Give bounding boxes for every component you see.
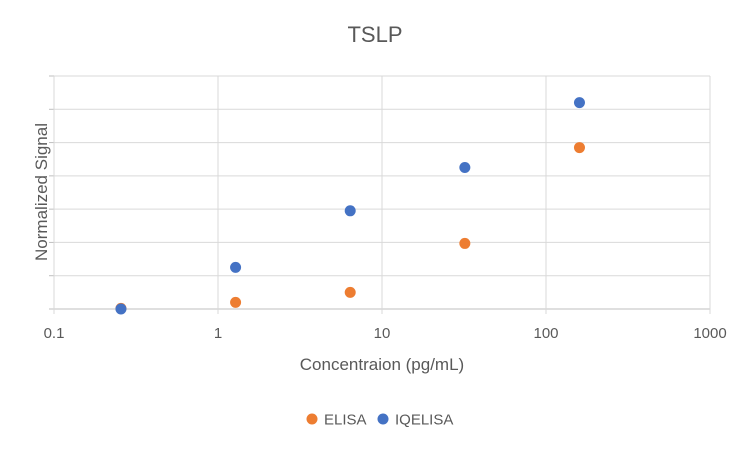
point-elisa bbox=[230, 296, 242, 308]
point-elisa bbox=[573, 142, 585, 154]
data-points bbox=[115, 97, 585, 315]
point-iqelisa bbox=[459, 162, 471, 174]
x-tick-labels: 0.1 1 10 100 1000 bbox=[44, 325, 727, 342]
point-elisa bbox=[344, 286, 356, 298]
x-tick-label: 0.1 bbox=[44, 325, 65, 342]
point-iqelisa bbox=[573, 97, 585, 109]
point-iqelisa bbox=[115, 303, 127, 315]
plot-grid bbox=[49, 75, 711, 314]
chart-title: TSLP bbox=[347, 22, 402, 47]
x-tick-label: 1 bbox=[214, 325, 222, 342]
point-iqelisa bbox=[230, 261, 242, 273]
x-axis-label: Concentraion (pg/mL) bbox=[300, 355, 464, 374]
legend-marker-iqelisa bbox=[377, 413, 389, 425]
x-tick-label: 10 bbox=[374, 325, 391, 342]
legend-marker-elisa bbox=[306, 413, 318, 425]
x-tick-label: 1000 bbox=[693, 325, 726, 342]
point-elisa bbox=[459, 237, 471, 249]
legend: ELISA IQELISA bbox=[306, 412, 453, 429]
legend-label-iqelisa: IQELISA bbox=[395, 412, 453, 429]
legend-label-elisa: ELISA bbox=[324, 412, 367, 429]
x-tick-label: 100 bbox=[533, 325, 558, 342]
point-iqelisa bbox=[344, 205, 356, 217]
y-axis-label: Normalized Signal bbox=[32, 123, 51, 261]
